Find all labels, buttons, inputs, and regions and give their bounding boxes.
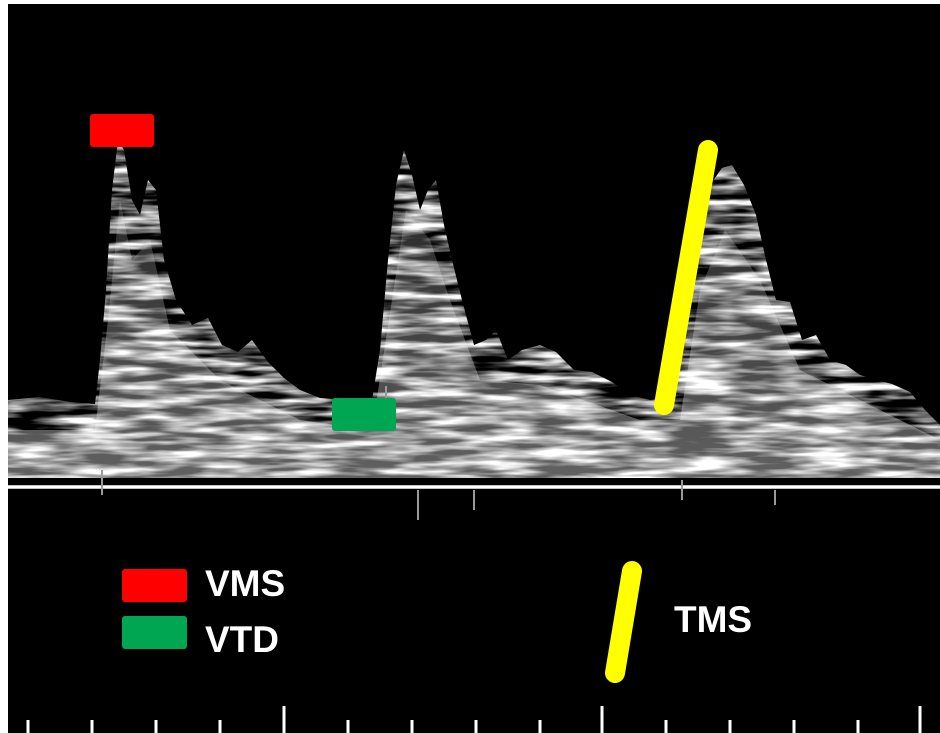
tms-legend-label: TMS [674, 599, 753, 640]
baseline-markers [101, 386, 776, 520]
vtd-marker [332, 398, 396, 431]
time-axis-ticks [26, 706, 922, 733]
vms-legend-swatch [122, 569, 187, 602]
vms-marker [90, 114, 154, 147]
doppler-waveform-core [8, 200, 940, 478]
tms-marker [654, 140, 718, 415]
doppler-spectrum-panel [8, 4, 940, 733]
vms-legend-label: VMS [205, 563, 286, 604]
vtd-legend-swatch [122, 616, 187, 649]
vtd-legend-label: VTD [205, 619, 279, 660]
tms-legend-swatch [605, 561, 642, 683]
